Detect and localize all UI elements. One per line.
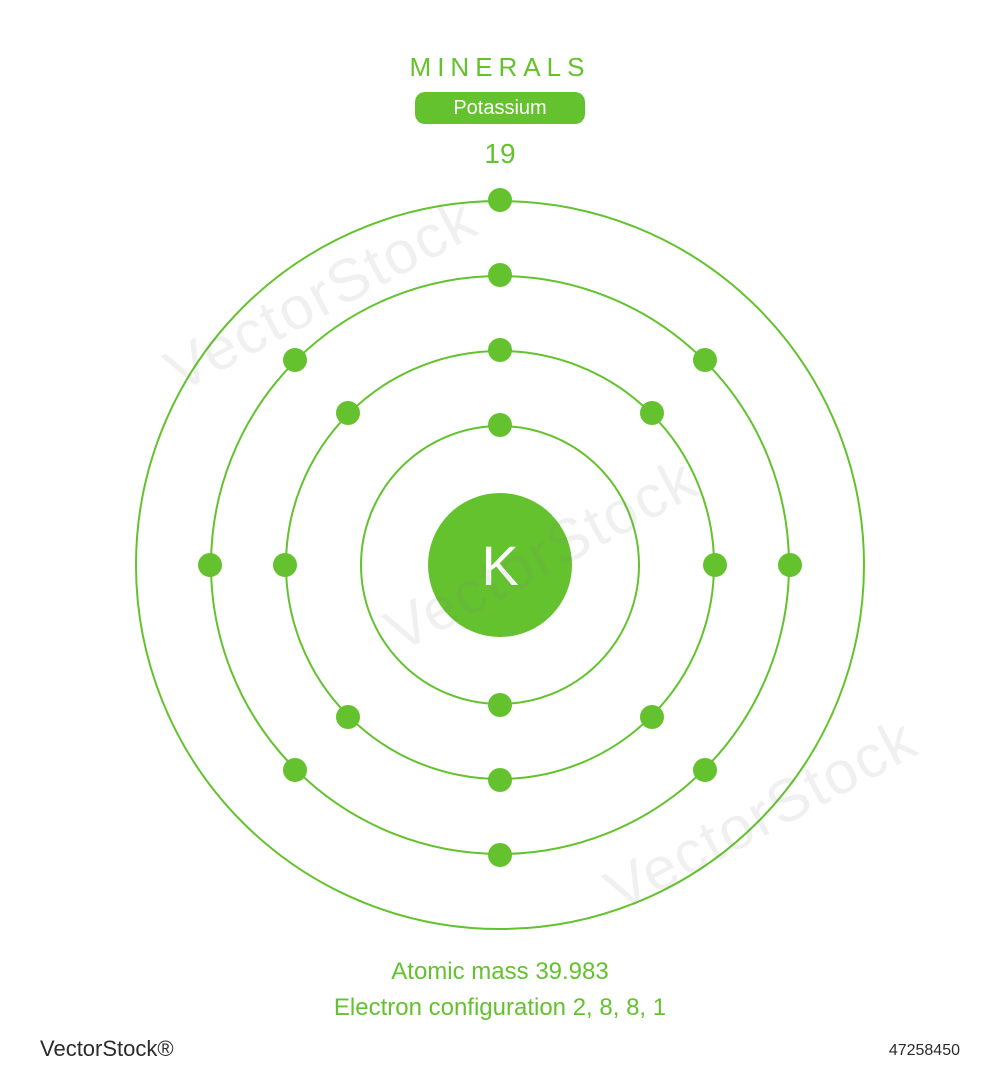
watermark-brand: VectorStock®: [40, 1036, 174, 1062]
atomic-mass-value: 39.983: [535, 958, 608, 985]
atomic-mass-line: Atomic mass 39.983: [0, 958, 1000, 986]
atomic-number: 19: [0, 138, 1000, 170]
atomic-mass-label: Atomic mass: [391, 958, 535, 985]
page-title: MINERALS: [0, 52, 1000, 83]
element-name-pill: Potassium: [415, 92, 585, 124]
electron-config-line: Electron configuration 2, 8, 8, 1: [0, 994, 1000, 1022]
electron-config-label: Electron configuration: [334, 994, 573, 1021]
watermark-id: 47258450: [889, 1042, 960, 1060]
electron: [488, 188, 512, 212]
electron-config-value: 2, 8, 8, 1: [573, 994, 666, 1021]
